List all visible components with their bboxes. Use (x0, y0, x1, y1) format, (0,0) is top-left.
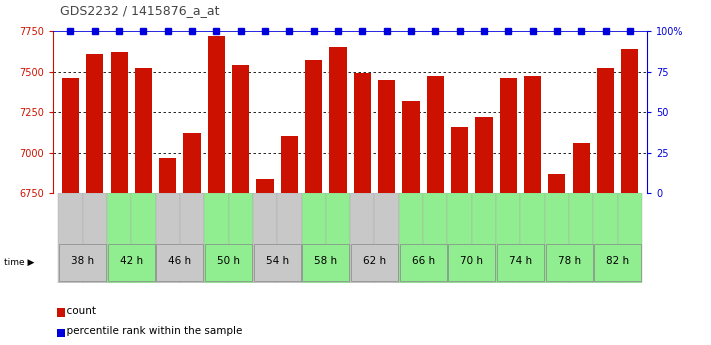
Bar (400, 244, 447, 281)
Bar (476, 117, 493, 193)
Bar (107, 193, 132, 283)
Bar (427, 77, 444, 193)
Text: 38 h: 38 h (71, 256, 94, 266)
Bar (62, 78, 79, 193)
Text: 58 h: 58 h (314, 256, 338, 266)
Bar (569, 193, 594, 283)
Bar (159, 158, 176, 193)
Text: 54 h: 54 h (266, 256, 289, 266)
Bar (472, 193, 496, 283)
Text: 62 h: 62 h (363, 256, 386, 266)
Bar (496, 193, 520, 283)
Bar (545, 193, 569, 283)
Bar (132, 193, 156, 283)
Bar (253, 193, 277, 283)
Bar (281, 137, 298, 193)
Bar (156, 244, 203, 281)
Bar (594, 193, 618, 283)
Text: 82 h: 82 h (606, 256, 629, 266)
Bar (524, 77, 541, 193)
Bar (402, 101, 419, 193)
Text: time ▶: time ▶ (4, 258, 34, 267)
Bar (180, 193, 204, 283)
Bar (302, 244, 349, 281)
Bar (86, 54, 103, 193)
Text: 46 h: 46 h (169, 256, 191, 266)
Bar (573, 143, 590, 193)
Bar (108, 244, 154, 281)
Text: 42 h: 42 h (119, 256, 143, 266)
Bar (546, 244, 592, 281)
Bar (135, 68, 152, 193)
Bar (183, 133, 201, 193)
Bar (59, 244, 106, 281)
Bar (354, 73, 371, 193)
Bar (520, 193, 545, 283)
Bar (597, 68, 614, 193)
Bar (375, 193, 399, 283)
Bar (451, 127, 468, 193)
Bar (378, 80, 395, 193)
Bar (254, 244, 301, 281)
Bar (329, 47, 346, 193)
Bar (277, 193, 301, 283)
Bar (82, 193, 107, 283)
Bar (228, 193, 253, 283)
Text: 66 h: 66 h (412, 256, 434, 266)
Bar (449, 244, 495, 281)
Bar (208, 36, 225, 193)
Bar (204, 193, 228, 283)
Bar (618, 193, 642, 283)
Bar (351, 193, 375, 283)
Bar (423, 193, 447, 283)
Bar (205, 244, 252, 281)
Text: 74 h: 74 h (509, 256, 532, 266)
Bar (399, 193, 423, 283)
Text: 78 h: 78 h (557, 256, 581, 266)
Bar (447, 193, 472, 283)
Bar (351, 244, 398, 281)
Text: percentile rank within the sample: percentile rank within the sample (60, 326, 243, 336)
Bar (58, 193, 82, 283)
Bar (110, 52, 127, 193)
Bar (232, 65, 249, 193)
Text: GDS2232 / 1415876_a_at: GDS2232 / 1415876_a_at (60, 4, 220, 17)
Bar (594, 244, 641, 281)
Text: count: count (60, 306, 97, 315)
Bar (326, 193, 351, 283)
Bar (621, 49, 638, 193)
Bar (497, 244, 544, 281)
Bar (305, 60, 322, 193)
Bar (301, 193, 326, 283)
Bar (500, 78, 517, 193)
Bar (156, 193, 180, 283)
Bar (548, 174, 565, 193)
Text: 50 h: 50 h (217, 256, 240, 266)
Text: 70 h: 70 h (460, 256, 483, 266)
Bar (257, 179, 274, 193)
